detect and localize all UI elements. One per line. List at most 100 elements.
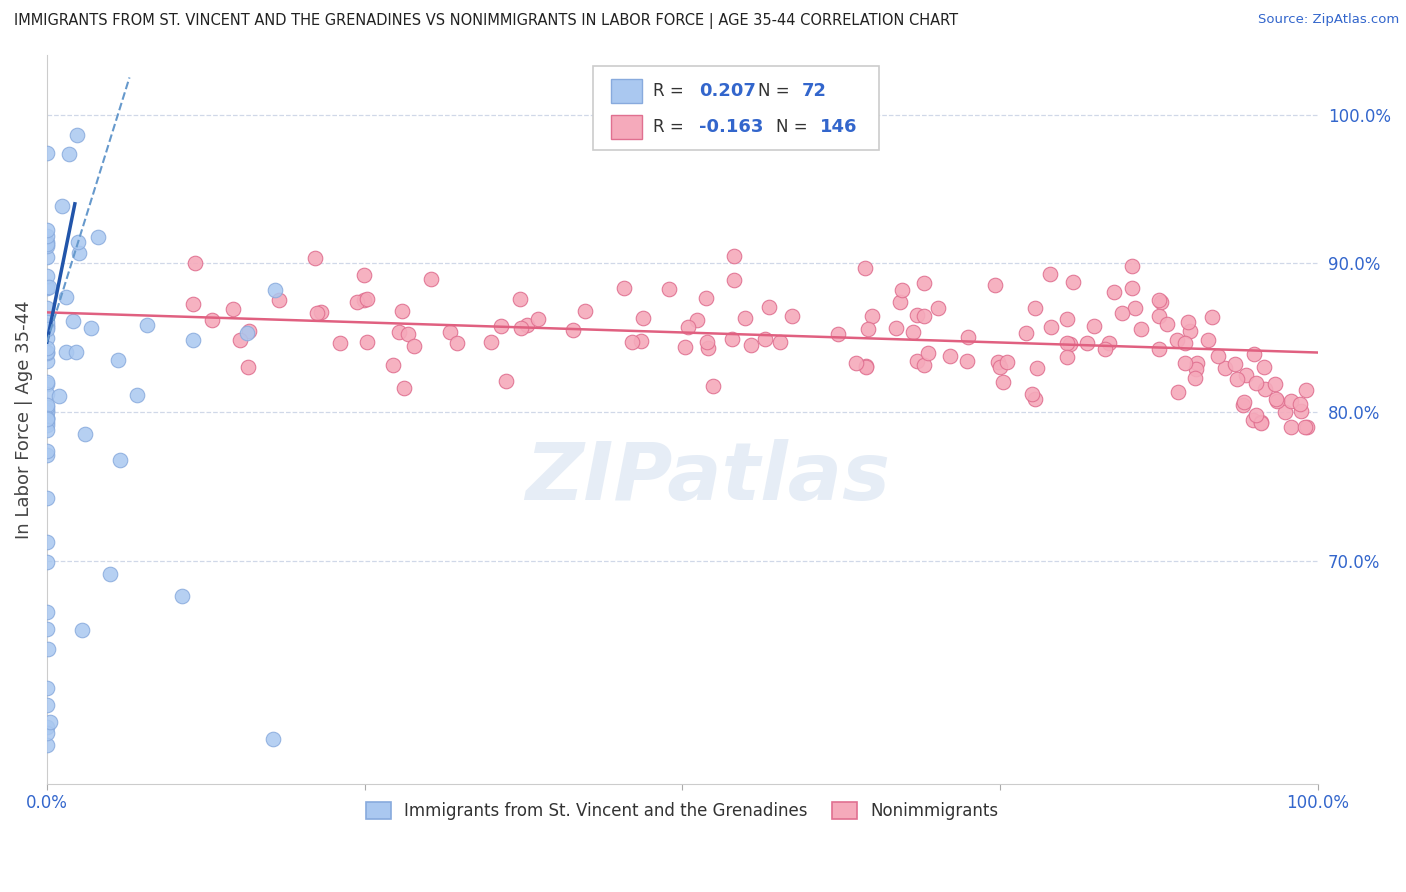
Point (35, 322, 58, 336)
Text: Source: ZipAtlas.com: Source: ZipAtlas.com (1258, 13, 1399, 27)
Point (35, 405, 58, 419)
Point (1201, 310, 1223, 325)
Point (860, 309, 883, 323)
Point (984, 277, 1007, 292)
Point (1264, 377, 1286, 392)
Point (35, 320, 58, 334)
Point (1083, 318, 1105, 333)
Point (845, 356, 868, 370)
Point (658, 282, 681, 296)
Point (1111, 306, 1133, 320)
Point (66, 235, 89, 249)
Point (695, 291, 717, 305)
Point (35, 331, 58, 345)
Point (1147, 343, 1170, 357)
Point (35, 318, 58, 333)
Point (236, 326, 259, 340)
Point (35, 411, 58, 425)
Point (853, 261, 876, 276)
Point (1056, 336, 1078, 351)
Point (1174, 336, 1197, 351)
Point (631, 310, 654, 325)
Point (110, 453, 132, 467)
Point (1254, 382, 1277, 396)
Point (388, 325, 411, 339)
Point (917, 346, 939, 360)
Point (516, 318, 538, 332)
Point (35, 534, 58, 549)
Point (35, 681, 58, 695)
Point (1289, 397, 1312, 411)
Point (1156, 317, 1178, 331)
Point (686, 312, 709, 326)
Point (73, 426, 96, 441)
Point (912, 309, 935, 323)
Point (561, 323, 583, 337)
Point (35, 411, 58, 425)
Point (1150, 295, 1173, 310)
Point (754, 332, 776, 346)
Point (1180, 324, 1202, 338)
Point (782, 310, 804, 324)
Point (1197, 334, 1219, 348)
Point (613, 281, 636, 295)
Point (927, 301, 949, 315)
Point (67, 246, 90, 260)
Point (1225, 358, 1247, 372)
Point (35, 410, 58, 425)
Point (1185, 361, 1208, 376)
Point (1130, 321, 1153, 335)
Point (620, 334, 643, 349)
Point (495, 375, 517, 389)
Point (356, 292, 378, 306)
Point (991, 375, 1014, 389)
Point (1056, 312, 1078, 326)
Point (1274, 404, 1296, 418)
Point (1244, 376, 1267, 390)
Point (263, 283, 285, 297)
Point (267, 293, 290, 307)
FancyBboxPatch shape (612, 79, 641, 103)
Point (35, 738, 58, 752)
FancyBboxPatch shape (612, 115, 641, 139)
Point (181, 333, 204, 347)
Point (304, 252, 326, 266)
Point (827, 326, 849, 341)
Point (723, 273, 745, 287)
Point (1174, 356, 1197, 370)
Point (35, 222, 58, 236)
Point (890, 283, 912, 297)
Point (1102, 285, 1125, 300)
Point (1166, 333, 1188, 347)
Point (1059, 337, 1081, 351)
Point (630, 334, 652, 349)
Point (1243, 346, 1265, 360)
Point (35, 387, 58, 401)
Point (62, 314, 84, 328)
Point (1265, 393, 1288, 408)
Point (35, 353, 58, 368)
Point (135, 318, 157, 332)
Point (509, 292, 531, 306)
Point (55, 344, 77, 359)
Point (58, 146, 80, 161)
Point (80, 321, 103, 335)
Point (35, 236, 58, 251)
Point (758, 300, 780, 314)
Point (35, 235, 58, 249)
Point (702, 378, 724, 392)
Point (1289, 404, 1312, 418)
Point (1024, 301, 1046, 315)
Point (1226, 372, 1249, 386)
Point (35, 281, 58, 295)
Point (912, 358, 935, 372)
Text: IMMIGRANTS FROM ST. VINCENT AND THE GRENADINES VS NONIMMIGRANTS IN LABOR FORCE |: IMMIGRANTS FROM ST. VINCENT AND THE GREN… (14, 13, 957, 29)
Point (353, 293, 375, 307)
Point (35, 415, 58, 429)
Point (1279, 394, 1302, 409)
Point (1295, 384, 1317, 398)
Point (526, 311, 548, 326)
Point (402, 339, 425, 353)
Point (1264, 392, 1286, 406)
Point (912, 276, 935, 290)
